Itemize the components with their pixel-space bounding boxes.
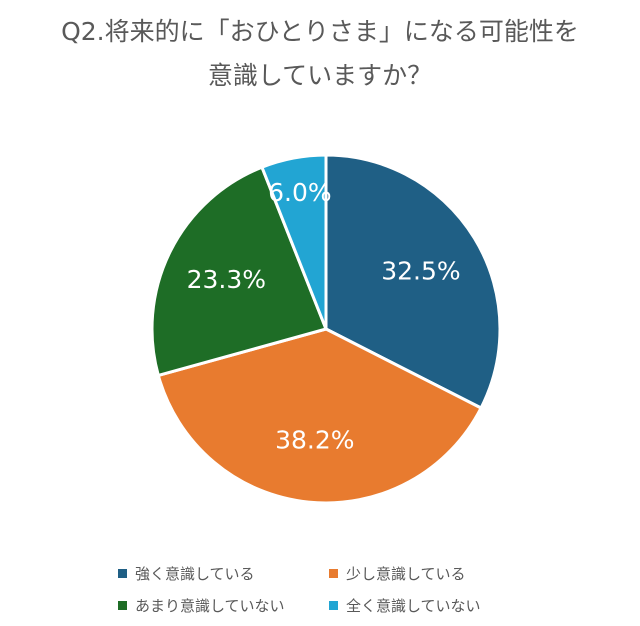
legend-label-somewhat: 少し意識している bbox=[346, 565, 466, 583]
pie-label-not-at-all: 6.0% bbox=[268, 178, 332, 207]
legend-label-not-much: あまり意識していない bbox=[135, 597, 285, 615]
legend-label-not-at-all: 全く意識していない bbox=[346, 597, 481, 615]
pie-label-not-much: 23.3% bbox=[187, 265, 266, 294]
legend-item-strong: 強く意識している bbox=[118, 563, 255, 584]
chart-title: Q2.将来的に「おひとりさま」になる可能性を 意識していますか？ bbox=[0, 10, 640, 98]
pie-slice-not-at-all bbox=[260, 153, 328, 331]
chart-title-line-2: 意識していますか？ bbox=[207, 61, 433, 90]
legend-swatch-not-at-all bbox=[329, 601, 338, 610]
pie-slice-strong bbox=[324, 153, 502, 410]
pie-label-somewhat: 38.2% bbox=[275, 425, 354, 454]
legend-swatch-not-much bbox=[118, 601, 127, 610]
legend-item-somewhat: 少し意識している bbox=[329, 563, 466, 584]
pie-label-strong: 32.5% bbox=[381, 256, 460, 285]
chart-title-line-1: Q2.将来的に「おひとりさま」になる可能性を bbox=[61, 17, 579, 46]
legend-label-strong: 強く意識している bbox=[135, 565, 255, 583]
legend-swatch-strong bbox=[118, 569, 127, 578]
legend-item-not-at-all: 全く意識していない bbox=[329, 595, 481, 616]
legend-item-not-much: あまり意識していない bbox=[118, 595, 285, 616]
legend-swatch-somewhat bbox=[329, 569, 338, 578]
pie-slice-somewhat bbox=[156, 327, 483, 505]
